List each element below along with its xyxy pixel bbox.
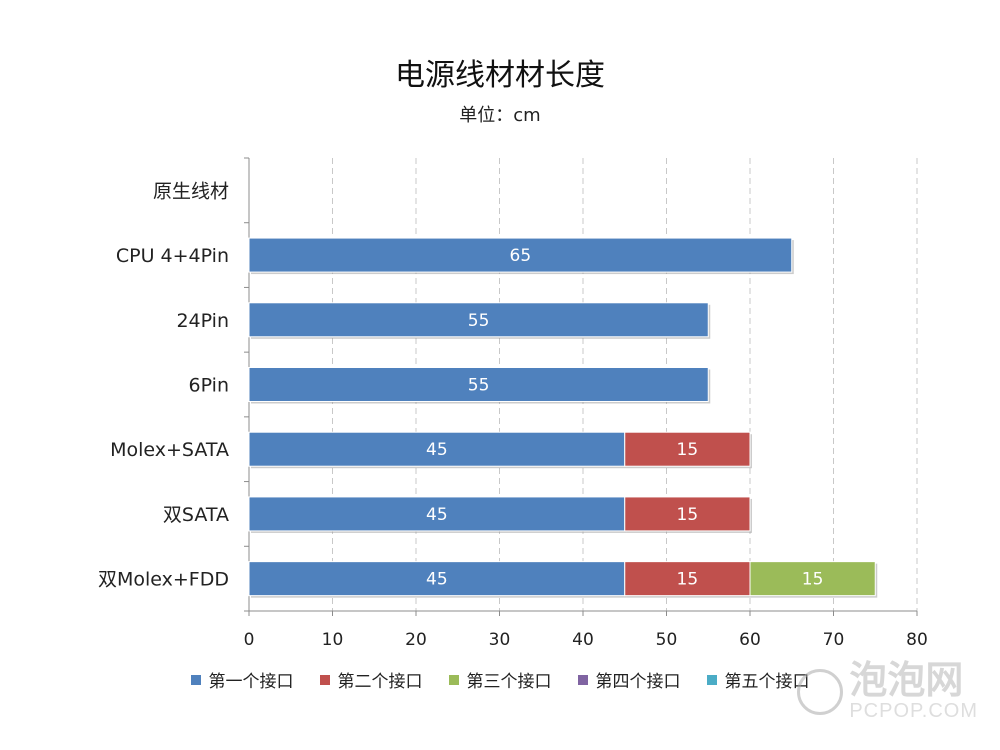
x-tick-label: 40 <box>572 630 594 650</box>
x-tick-label: 30 <box>489 630 511 650</box>
category-label: 24Pin <box>176 310 229 332</box>
bar <box>248 496 626 532</box>
data-label: 45 <box>426 570 448 590</box>
legend-item: 第四个接口 <box>577 667 681 692</box>
x-tick-label: 80 <box>906 630 928 650</box>
bar <box>749 561 876 597</box>
bar <box>624 431 751 467</box>
bar <box>248 237 793 273</box>
chart-title: 电源线材材长度 <box>395 58 605 93</box>
legend-swatch <box>706 674 717 685</box>
x-tick-label: 20 <box>405 630 427 650</box>
category-label: 双SATA <box>163 504 229 526</box>
x-tick-label: 50 <box>656 630 678 650</box>
legend-label: 第二个接口 <box>337 672 423 692</box>
legend-swatch <box>190 674 201 685</box>
bar <box>248 431 626 467</box>
x-tick-label: 70 <box>823 630 845 650</box>
data-label: 55 <box>468 376 490 396</box>
chart-legend: 第一个接口 第二个接口 第三个接口 第四个接口 第五个接口 <box>0 667 1000 692</box>
data-label: 15 <box>677 440 699 460</box>
legend-item: 第三个接口 <box>448 667 552 692</box>
legend-item: 第二个接口 <box>319 667 423 692</box>
legend-label: 第五个接口 <box>724 672 810 692</box>
category-label: Molex+SATA <box>110 439 229 461</box>
category-label: 原生线材 <box>153 180 229 202</box>
category-label: CPU 4+4Pin <box>116 245 229 267</box>
data-label: 55 <box>468 311 490 331</box>
x-tick-label: 0 <box>244 630 255 650</box>
chart-subtitle: 单位：cm <box>459 105 541 126</box>
data-label: 15 <box>802 570 824 590</box>
bar <box>248 302 709 338</box>
pcpop-logo-icon <box>797 668 844 715</box>
bar <box>624 496 751 532</box>
watermark: 泡泡网 PCPOP.COM <box>797 660 978 723</box>
data-label: 65 <box>510 246 532 266</box>
bar <box>248 367 709 402</box>
x-tick-label: 10 <box>322 630 344 650</box>
watermark-site: PCPOP.COM <box>849 700 978 722</box>
category-label: 双Molex+FDD <box>98 569 229 591</box>
legend-swatch <box>448 674 459 685</box>
data-label: 45 <box>426 440 448 460</box>
legend-swatch <box>319 674 330 685</box>
legend-label: 第四个接口 <box>595 672 681 692</box>
x-tick-label: 60 <box>739 630 761 650</box>
watermark-brand: 泡泡网 <box>849 658 964 702</box>
legend-item: 第一个接口 <box>190 667 294 692</box>
legend-swatch <box>577 674 588 685</box>
category-label: 6Pin <box>189 375 229 397</box>
legend-item: 第五个接口 <box>706 667 810 692</box>
bar <box>624 561 751 597</box>
legend-label: 第三个接口 <box>466 672 552 692</box>
legend-label: 第一个接口 <box>208 672 294 692</box>
data-label: 45 <box>426 505 448 525</box>
data-label: 15 <box>677 570 699 590</box>
data-label: 15 <box>677 505 699 525</box>
